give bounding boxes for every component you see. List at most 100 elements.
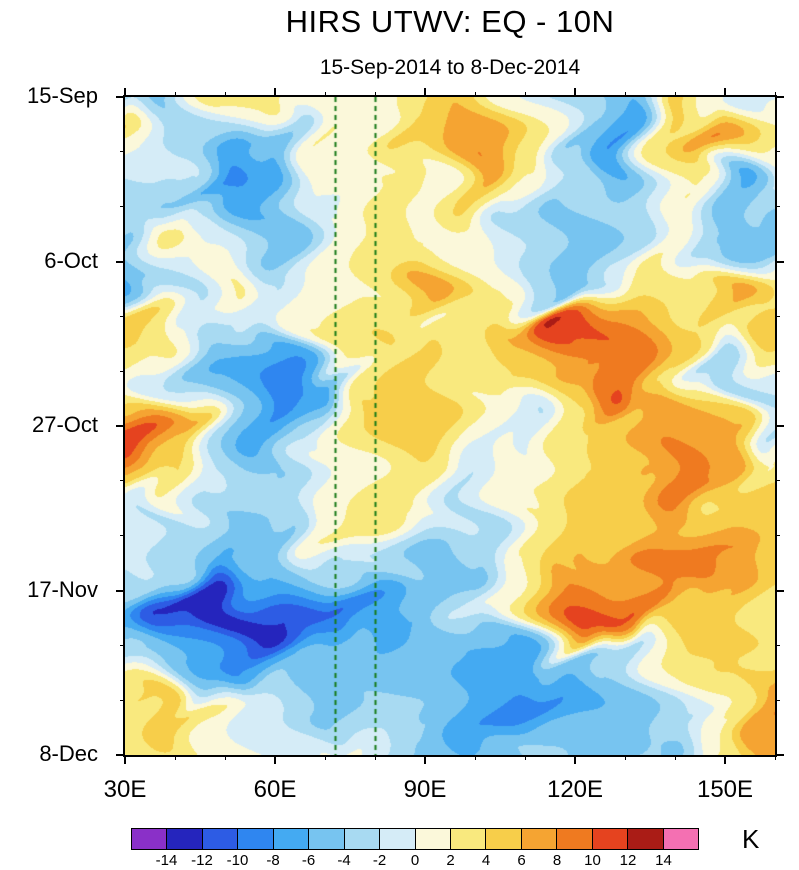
axis-tick [324, 755, 326, 760]
axis-tick [524, 755, 526, 760]
x-axis-label: 120E [546, 776, 604, 803]
axis-tick [116, 96, 125, 98]
axis-tick [174, 92, 176, 97]
axis-tick [724, 755, 726, 764]
axis-tick [116, 754, 125, 756]
axis-tick [524, 92, 526, 97]
axis-tick [116, 425, 125, 427]
colorbar-unit-label: K [742, 824, 760, 854]
axis-tick [775, 754, 784, 756]
x-axis-label: 30E [103, 776, 147, 803]
heatmap-canvas [125, 97, 775, 755]
colorbar-cell [663, 829, 698, 849]
colorbar-cell [557, 829, 592, 849]
axis-tick [174, 755, 176, 760]
chart-title: HIRS UTWV: EQ - 10N [285, 4, 615, 39]
axis-tick [775, 589, 784, 592]
colorbar-cell [628, 829, 663, 849]
y-axis-label: 27-Oct [31, 412, 98, 437]
axis-tick [724, 88, 726, 97]
colorbar-tick-label: 8 [552, 852, 562, 869]
axis-tick [116, 589, 125, 592]
axis-tick [120, 151, 125, 153]
colorbar-tick-label: -4 [337, 852, 351, 869]
colorbar-cell [344, 829, 380, 849]
chart-subtitle: 15-Sep-2014 to 8-Dec-2014 [319, 56, 581, 79]
colorbar-tick-label: 12 [619, 852, 637, 869]
colorbar-tick-label: -8 [266, 852, 280, 869]
axis-tick [424, 88, 426, 97]
axis-tick [624, 92, 626, 97]
colorbar-tick-label: -2 [372, 852, 387, 869]
axis-tick [775, 315, 780, 317]
axis-tick [624, 755, 626, 760]
y-axis-label: 8-Dec [39, 741, 98, 766]
colorbar-cell [132, 829, 167, 849]
axis-tick [674, 92, 676, 97]
colorbar-tick-label: 0 [410, 852, 420, 869]
axis-tick [120, 370, 125, 372]
axis-tick [775, 699, 780, 701]
axis-tick [775, 370, 780, 372]
axis-tick [224, 92, 226, 97]
axis-tick [774, 755, 776, 760]
colorbar-cell [450, 829, 486, 849]
colorbar-cell [486, 829, 521, 849]
colorbar-tick-label: -14 [155, 852, 178, 869]
axis-tick [324, 92, 326, 97]
axis-tick [775, 151, 780, 153]
axis-tick [775, 96, 784, 98]
y-axis-labels: 15-Sep 6-Oct 27-Oct 17-Nov 8-Dec [0, 83, 98, 766]
axis-tick [274, 88, 276, 97]
colorbar-cell [380, 829, 415, 849]
colorbar-tick-label: 4 [481, 852, 491, 869]
axis-tick [274, 755, 276, 764]
y-axis-label: 6-Oct [44, 247, 98, 273]
axis-tick [574, 755, 576, 764]
axis-tick [124, 755, 126, 764]
colorbar-cell [521, 829, 557, 849]
colorbar-cell [238, 829, 273, 849]
colorbar [131, 828, 699, 850]
axis-tick [574, 88, 576, 97]
axis-tick [120, 644, 125, 646]
colorbar-cell [592, 829, 628, 849]
colorbar-tick-label: -10 [226, 852, 249, 869]
y-axis-label: 17-Nov [27, 576, 98, 602]
axis-tick [474, 755, 476, 760]
x-axis-label: 60E [253, 776, 297, 803]
axis-tick [120, 535, 125, 537]
axis-tick [124, 88, 126, 97]
axis-tick [775, 425, 784, 427]
axis-tick [775, 480, 780, 482]
colorbar-cell [273, 829, 309, 849]
axis-tick [374, 92, 376, 97]
axis-tick [374, 755, 376, 760]
colorbar-tick-label: -12 [191, 852, 213, 869]
axis-tick [116, 260, 125, 263]
x-axis-label: 90E [403, 776, 447, 803]
axis-tick [120, 315, 125, 317]
colorbar-tick-label: 10 [584, 852, 601, 869]
x-axis-labels: 30E 60E 90E 120E 150E [104, 776, 775, 806]
colorbar-cell [309, 829, 344, 849]
colorbar-cell [415, 829, 450, 849]
axis-tick [424, 755, 426, 764]
colorbar-cell [167, 829, 202, 849]
axis-tick [120, 480, 125, 482]
axis-tick [775, 535, 780, 537]
axis-tick [674, 755, 676, 760]
colorbar-tick-label: -6 [301, 852, 316, 869]
axis-tick [120, 206, 125, 208]
axis-tick [775, 644, 780, 646]
axis-tick [775, 260, 784, 263]
axis-tick [474, 92, 476, 97]
axis-tick [120, 699, 125, 701]
x-axis-label: 150E [696, 776, 754, 803]
plot-frame [116, 88, 784, 764]
colorbar-tick-labels: -14 -12 -10 -8 -6 -4 -2 0 2 4 6 8 10 12 14 [131, 852, 699, 870]
colorbar-tick-label: 14 [655, 852, 672, 869]
colorbar-tick-label: 2 [446, 852, 455, 869]
y-axis-label: 15-Sep [27, 83, 98, 108]
axis-tick [224, 755, 226, 760]
